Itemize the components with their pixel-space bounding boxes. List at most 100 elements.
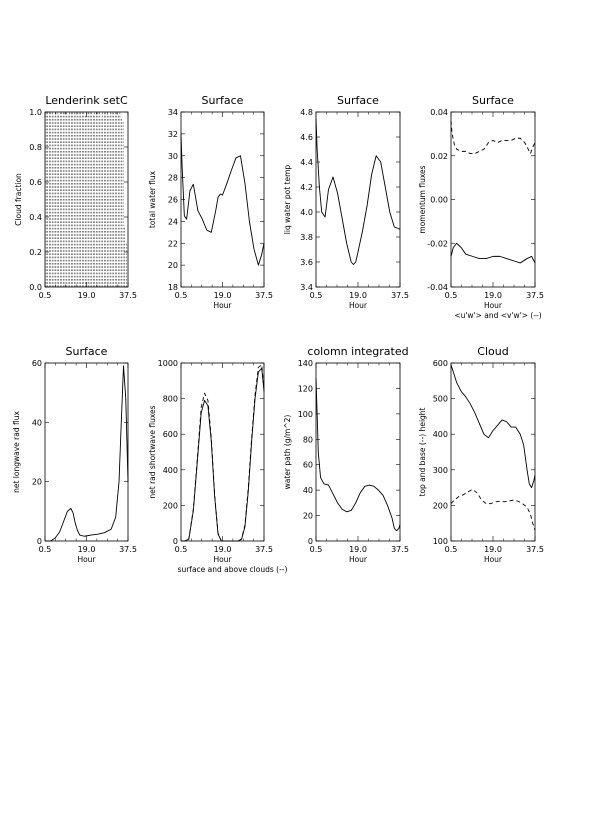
chart-panel-2: Surface 18 20 22 24 26 28 30 32 34 0.5 19.0 37.5 Hour… xyxy=(148,94,273,310)
y-tick-label: 0.00 xyxy=(430,196,448,205)
y-tick-label: 1.0 xyxy=(29,108,42,117)
y-tick-label: 140 xyxy=(298,359,313,368)
y-axis-label: net longwave rad flux xyxy=(12,411,21,493)
x-tick-label: 0.5 xyxy=(310,545,323,554)
y-tick-label: 4.2 xyxy=(300,183,313,192)
y-axis-label: top and base (--) height xyxy=(418,407,427,496)
chart-panel-4: Surface -0.04 -0.02 0.00 0.02 0.04 0.5 19.0 37.5… xyxy=(418,94,544,320)
panel-title: Surface xyxy=(66,345,108,358)
plot-frame xyxy=(450,362,536,542)
series-line xyxy=(181,367,265,542)
series-line xyxy=(180,133,265,266)
y-tick-label: 400 xyxy=(433,430,448,439)
y-tick-label: 4.0 xyxy=(300,208,313,217)
y-tick-label: 26 xyxy=(168,196,178,205)
y-tick-label: 100 xyxy=(298,410,313,419)
x-tick-label: 19.0 xyxy=(484,291,502,300)
chart-panel-6: 0 200 400 600 800 1000 0.5 19.0 37.5 Hoursurface … xyxy=(148,359,287,574)
y-tick-label: 0.2 xyxy=(29,248,42,257)
y-tick-label: 0.02 xyxy=(430,152,448,161)
series-line xyxy=(450,242,536,264)
x-tick-label: 37.5 xyxy=(255,291,273,300)
y-tick-label: 0 xyxy=(308,537,313,546)
y-tick-label: 300 xyxy=(433,466,448,475)
x-tick-label: 19.0 xyxy=(214,545,232,554)
y-axis-label: total water flux xyxy=(148,170,157,228)
x-tick-label: 37.5 xyxy=(526,545,544,554)
y-tick-label: 80 xyxy=(303,435,313,444)
y-tick-label: 40 xyxy=(32,418,42,427)
y-tick-label: 18 xyxy=(168,283,178,292)
y-axis-label: momentum fluxes xyxy=(418,165,427,233)
x-tick-label: 19.0 xyxy=(78,545,96,554)
y-tick-label: 32 xyxy=(168,130,178,139)
y-tick-label: 100 xyxy=(433,537,448,546)
y-tick-label: 3.6 xyxy=(300,258,313,267)
y-tick-label: 24 xyxy=(168,217,178,226)
x-tick-label: 0.5 xyxy=(310,291,323,300)
y-tick-label: -0.04 xyxy=(427,283,448,292)
x-axis-sublabel: surface and above clouds (--) xyxy=(178,565,288,574)
y-tick-label: 20 xyxy=(32,478,42,487)
y-axis-label: water path (g/m^2) xyxy=(283,415,292,490)
plot-frame xyxy=(44,111,129,288)
plot-frame xyxy=(450,111,536,288)
y-tick-label: -0.02 xyxy=(427,239,448,248)
y-tick-label: 3.4 xyxy=(300,283,313,292)
y-tick-label: 3.8 xyxy=(300,233,313,242)
series-line xyxy=(450,364,536,489)
x-tick-label: 19.0 xyxy=(78,291,96,300)
x-tick-label: 37.5 xyxy=(119,291,137,300)
x-axis-label: Hour xyxy=(484,555,503,564)
x-tick-label: 37.5 xyxy=(526,291,544,300)
panel-title: Cloud xyxy=(477,345,508,358)
x-axis-label: Hour xyxy=(213,555,232,564)
plot-frame xyxy=(180,111,265,288)
y-tick-label: 200 xyxy=(163,501,178,510)
panel-title: Surface xyxy=(337,94,379,107)
x-tick-label: 19.0 xyxy=(349,291,367,300)
y-tick-label: 22 xyxy=(168,239,178,248)
x-tick-label: 19.0 xyxy=(214,291,232,300)
y-tick-label: 4.6 xyxy=(300,133,313,142)
plot-frame xyxy=(315,362,401,542)
series-line xyxy=(315,118,401,265)
x-tick-label: 0.5 xyxy=(39,545,52,554)
chart-panel-5: Surface 0 20 40 60 0.5 19.0 37.5 Hour net longwav… xyxy=(12,345,137,564)
y-tick-label: 0 xyxy=(173,537,178,546)
chart-panel-3: Surface 3.4 3.6 3.8 4.0 4.2 4.4 4.6 4.8 0.5 19.0 37… xyxy=(283,94,409,310)
y-tick-label: 800 xyxy=(163,395,178,404)
y-tick-label: 60 xyxy=(32,359,42,368)
series-line-dashed xyxy=(450,488,536,531)
y-tick-label: 4.8 xyxy=(300,108,313,117)
y-tick-label: 30 xyxy=(168,152,178,161)
y-tick-label: 200 xyxy=(433,501,448,510)
y-tick-label: 600 xyxy=(163,430,178,439)
y-tick-label: 20 xyxy=(168,261,178,270)
y-axis-label: Cloud fraction xyxy=(14,173,23,226)
y-tick-label: 400 xyxy=(163,466,178,475)
chart-panel-8: Cloud 100 200 300 400 500 600 0.5 19.0 37.5 Hour to… xyxy=(418,345,544,564)
x-tick-label: 0.5 xyxy=(175,291,188,300)
series-line-dashed xyxy=(181,364,265,542)
y-tick-label: 34 xyxy=(168,108,178,117)
x-axis-label: Hour xyxy=(349,555,368,564)
panel-title: colomn integrated xyxy=(307,345,408,358)
y-tick-label: 0 xyxy=(37,537,42,546)
y-tick-label: 120 xyxy=(298,384,313,393)
x-tick-label: 0.5 xyxy=(39,291,52,300)
y-tick-label: 4.4 xyxy=(300,158,313,167)
y-tick-label: 0.04 xyxy=(430,108,448,117)
x-axis-label: Hour xyxy=(77,555,96,564)
y-tick-label: 600 xyxy=(433,359,448,368)
x-tick-label: 19.0 xyxy=(349,545,367,554)
y-axis-label: net rad shortwave fluxes xyxy=(148,405,157,498)
x-tick-label: 0.5 xyxy=(445,291,458,300)
y-tick-label: 0.4 xyxy=(29,213,42,222)
panel-title: Surface xyxy=(202,94,244,107)
panel-title: Surface xyxy=(472,94,514,107)
y-tick-label: 500 xyxy=(433,395,448,404)
x-tick-label: 37.5 xyxy=(391,545,409,554)
series-line xyxy=(315,378,401,532)
x-tick-label: 37.5 xyxy=(119,545,137,554)
